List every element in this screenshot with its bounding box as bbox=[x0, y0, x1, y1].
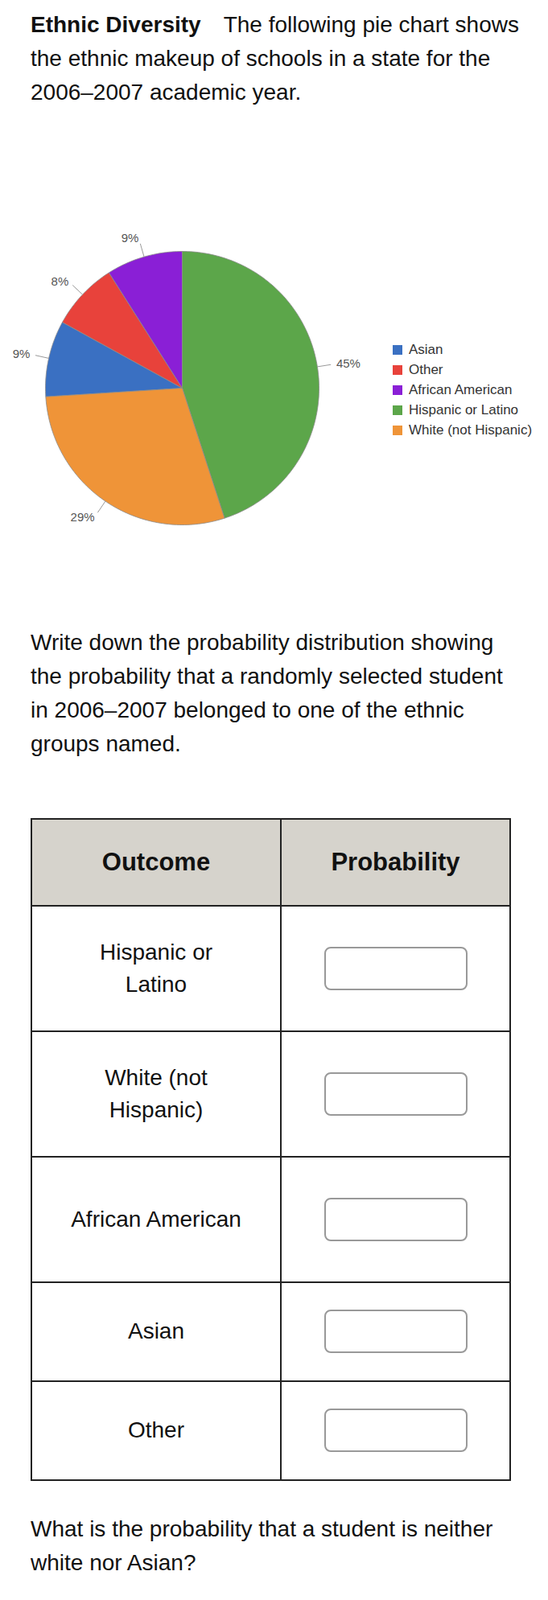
html-text:African American: African American bbox=[70, 1206, 242, 1232]
html-text:Other: Other bbox=[127, 1418, 185, 1444]
svg-text:8%: 8% bbox=[51, 274, 70, 289]
html-text:African American: African American bbox=[408, 382, 513, 398]
svg-text:45%: 45% bbox=[336, 356, 361, 371]
svg-text:29%: 29% bbox=[70, 510, 95, 524]
html-text:Asian: Asian bbox=[127, 1319, 185, 1345]
html-text:Other: Other bbox=[408, 362, 443, 378]
html-text:Hispanic or Latino: Hispanic or Latino bbox=[408, 402, 519, 418]
html-text:Probability: Probability bbox=[331, 848, 460, 877]
html-text:Ethnic Diversity The following: Ethnic Diversity The following pie chart… bbox=[30, 12, 519, 105]
html-text:Hispanic or Latino: Hispanic or Latino bbox=[99, 939, 213, 998]
html-text:White (not Hispanic): White (not Hispanic) bbox=[104, 1065, 208, 1123]
html-text:Asian: Asian bbox=[408, 341, 443, 358]
html-text:Outcome: Outcome bbox=[102, 848, 211, 877]
html-text:White (not Hispanic): White (not Hispanic) bbox=[408, 422, 532, 438]
svg-text:9%: 9% bbox=[12, 346, 31, 361]
html-text:What is the probability that a: What is the probability that a student i… bbox=[30, 1516, 493, 1576]
svg-text:9%: 9% bbox=[121, 230, 140, 245]
html-text:Write down the probability dis: Write down the probability distribution … bbox=[30, 630, 503, 757]
